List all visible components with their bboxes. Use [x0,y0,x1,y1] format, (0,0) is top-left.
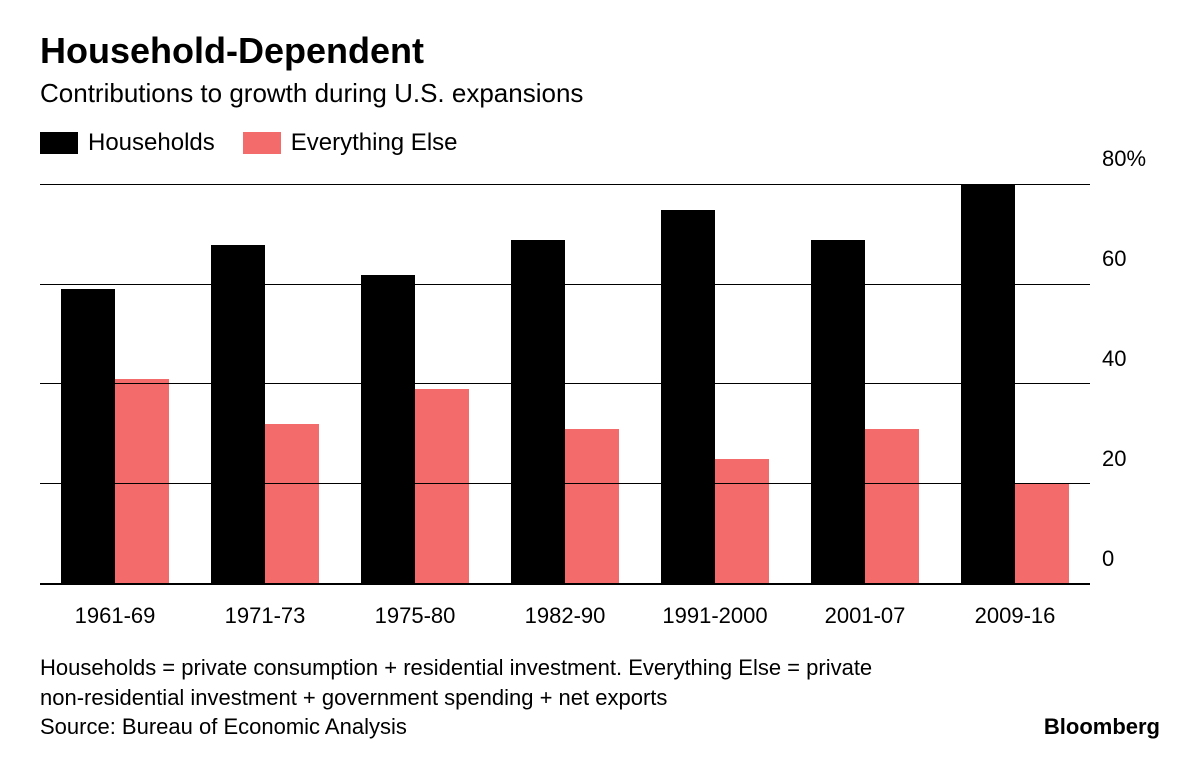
legend-label-everything-else: Everything Else [291,129,458,157]
legend-item-households: Households [40,129,215,157]
bar-group [955,185,1075,583]
bar [61,289,115,583]
bar-group [805,185,925,583]
legend-swatch-everything-else [243,132,281,154]
source-line: Source: Bureau of Economic Analysis [40,714,1160,740]
bar-group [205,185,325,583]
x-axis-labels: 1961-69 1971-73 1975-80 1982-90 1991-2000 200… [40,603,1160,629]
y-tick-label: 0 [1102,546,1114,572]
legend: Households Everything Else [40,129,1160,157]
bar [661,210,715,583]
bar [1015,484,1069,584]
plot-area [40,185,1090,585]
bar [865,429,919,583]
y-tick-label: 20 [1102,446,1126,472]
chart-area: 020406080% [40,185,1160,585]
bar [961,185,1015,583]
gridline [40,184,1090,185]
bar-group [55,185,175,583]
brand-label: Bloomberg [1044,714,1160,740]
x-tick-label: 2001-07 [805,603,925,629]
legend-label-households: Households [88,129,215,157]
y-tick-label: 60 [1102,246,1126,272]
chart-subtitle: Contributions to growth during U.S. expa… [40,78,1160,109]
bar [115,379,169,583]
gridline [40,284,1090,285]
bar [361,275,415,583]
x-tick-label: 1982-90 [505,603,625,629]
bar [265,424,319,583]
x-tick-label: 2009-16 [955,603,1075,629]
gridline [40,383,1090,384]
gridline [40,483,1090,484]
y-axis: 020406080% [1090,185,1160,585]
bar [565,429,619,583]
x-tick-label: 1975-80 [355,603,475,629]
bar-group [355,185,475,583]
x-tick-label: 1991-2000 [655,603,775,629]
bars-container [40,185,1090,583]
y-tick-label: 40 [1102,346,1126,372]
bar [715,459,769,583]
legend-item-everything-else: Everything Else [243,129,458,157]
x-tick-label: 1971-73 [205,603,325,629]
y-tick-label: 80% [1102,146,1146,172]
x-tick-label: 1961-69 [55,603,175,629]
bar-group [655,185,775,583]
bar-group [505,185,625,583]
legend-swatch-households [40,132,78,154]
chart-title: Household-Dependent [40,30,1160,72]
bar [211,245,265,583]
bar [511,240,565,583]
footnote: Households = private consumption + resid… [40,653,900,712]
bar [415,389,469,583]
bar [811,240,865,583]
